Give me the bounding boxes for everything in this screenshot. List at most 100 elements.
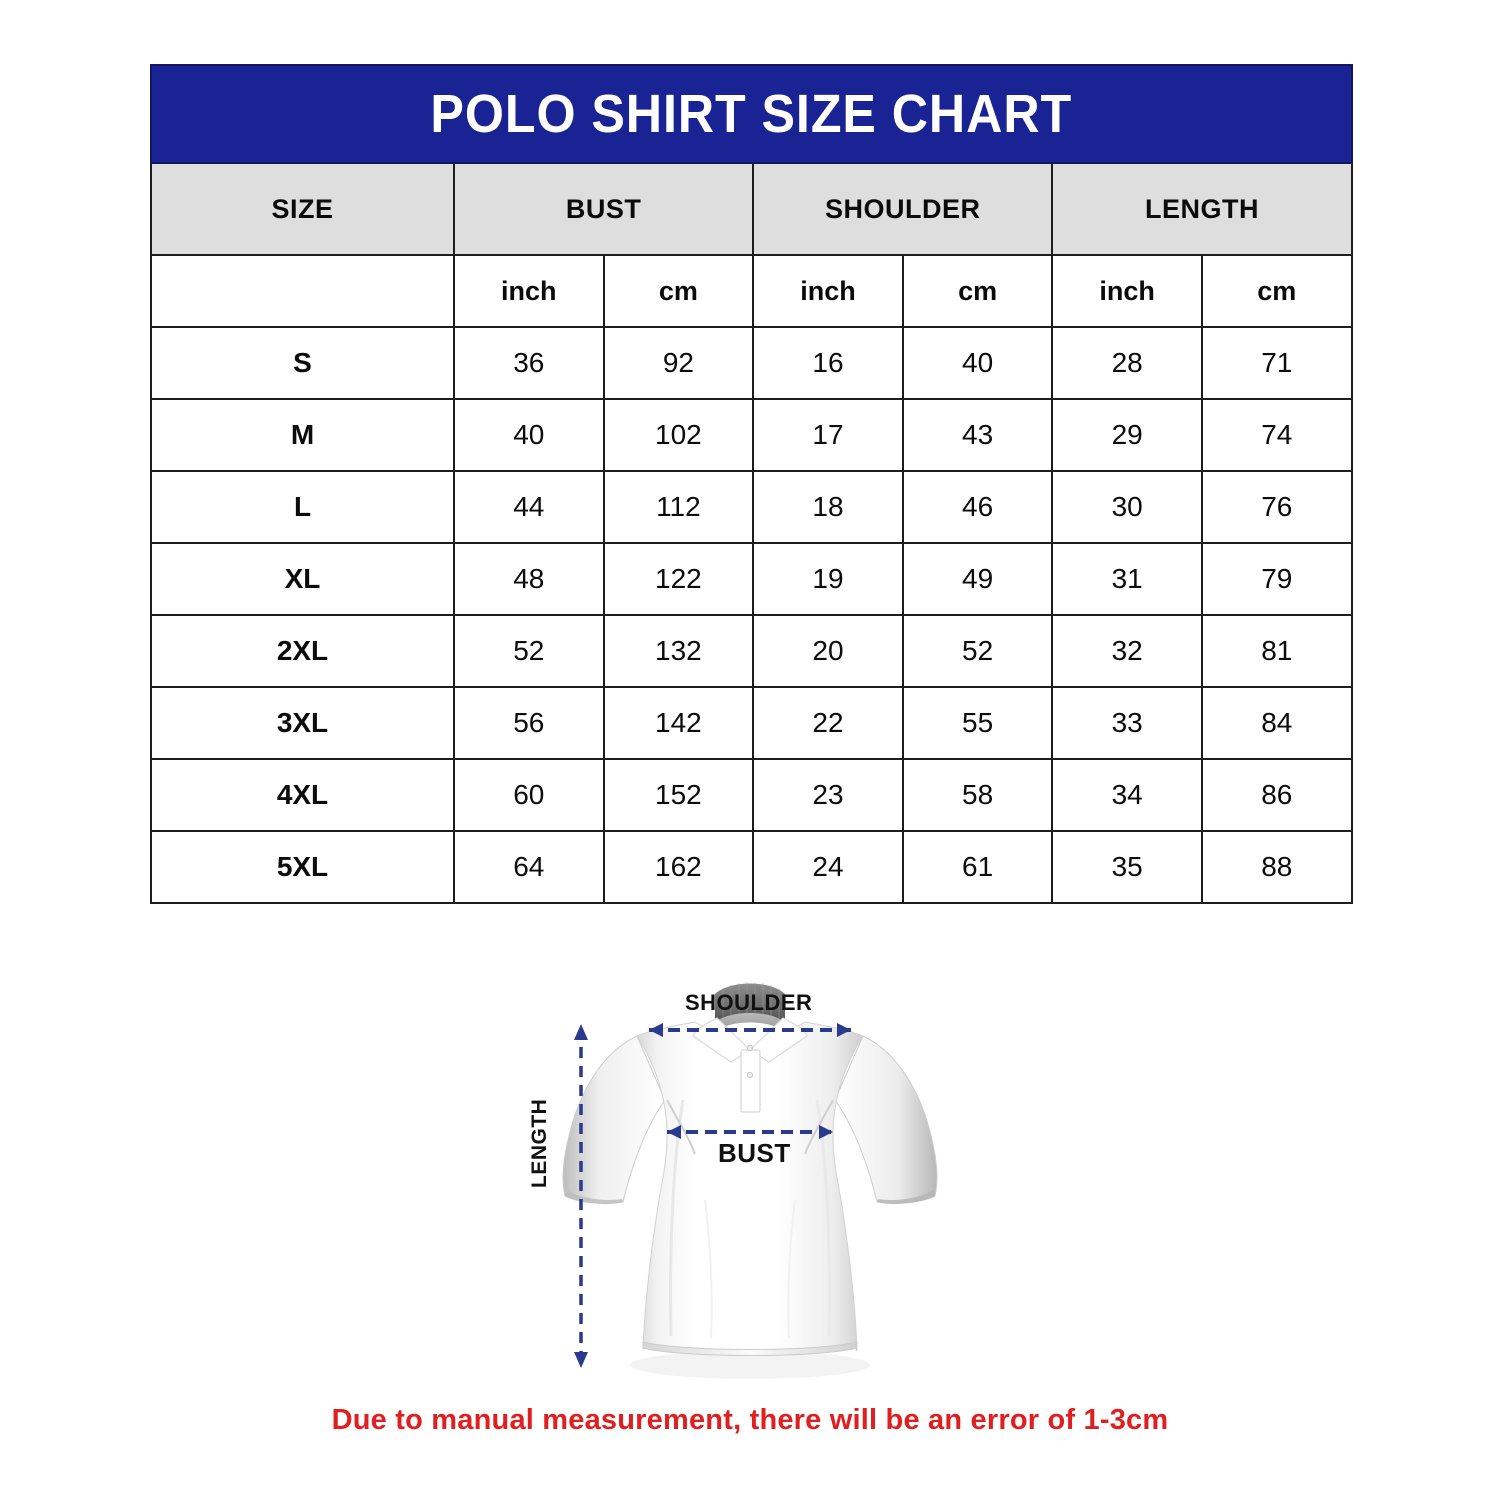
cell-bust-inch: 60 (453, 758, 605, 832)
length-label: LENGTH (528, 1098, 551, 1188)
cell-bust-cm: 142 (602, 686, 755, 760)
cell-shoulder-inch: 17 (752, 398, 904, 472)
shoulder-measure-arrow (649, 1023, 851, 1037)
shirt-armhole-left (666, 1099, 696, 1155)
cell-size: XL (150, 542, 455, 616)
shirt-right-sleeve (834, 1035, 938, 1205)
cell-shoulder-inch: 19 (752, 542, 904, 616)
cell-length-inch: 35 (1051, 830, 1203, 904)
chart-title-row: POLO SHIRT SIZE CHART (150, 64, 1353, 164)
cell-length-inch: 28 (1051, 326, 1203, 400)
unit-header-blank (150, 254, 455, 328)
cell-shoulder-cm: 46 (901, 470, 1054, 544)
group-header-shoulder: SHOULDER (752, 162, 1054, 256)
cell-shoulder-inch: 18 (752, 470, 904, 544)
cell-length-inch: 30 (1051, 470, 1203, 544)
cell-bust-cm: 112 (602, 470, 755, 544)
cell-length-cm: 86 (1200, 758, 1353, 832)
cell-bust-inch: 40 (453, 398, 605, 472)
cell-shoulder-cm: 40 (901, 326, 1054, 400)
cell-bust-cm: 92 (602, 326, 755, 400)
unit-header-length-inch: inch (1051, 254, 1203, 328)
shirt-placket (740, 1049, 761, 1113)
cell-length-inch: 29 (1051, 398, 1203, 472)
cell-length-cm: 79 (1200, 542, 1353, 616)
cell-shoulder-inch: 22 (752, 686, 904, 760)
shirt-collar-inner (715, 983, 785, 1022)
table-row: M 40 102 17 43 29 74 (150, 398, 1353, 472)
cell-size: 2XL (150, 614, 455, 688)
chart-title-cell: POLO SHIRT SIZE CHART (150, 64, 1353, 164)
cell-shoulder-cm: 43 (901, 398, 1054, 472)
unit-header-length-cm: cm (1200, 254, 1353, 328)
cell-length-cm: 88 (1200, 830, 1353, 904)
cell-shoulder-cm: 52 (901, 614, 1054, 688)
table-row: S 36 92 16 40 28 71 (150, 326, 1353, 400)
group-header-length: LENGTH (1051, 162, 1353, 256)
cell-length-cm: 81 (1200, 614, 1353, 688)
cell-size: 3XL (150, 686, 455, 760)
cell-bust-inch: 36 (453, 326, 605, 400)
cell-bust-inch: 56 (453, 686, 605, 760)
cell-size: S (150, 326, 455, 400)
cell-length-cm: 76 (1200, 470, 1353, 544)
cell-bust-inch: 44 (453, 470, 605, 544)
shirt-button-top (746, 1045, 753, 1052)
table-row: 3XL 56 142 22 55 33 84 (150, 686, 1353, 760)
cell-bust-cm: 102 (602, 398, 755, 472)
cell-size: L (150, 470, 455, 544)
polo-shirt-illustration (562, 982, 938, 1379)
unit-header-shoulder-cm: cm (901, 254, 1054, 328)
shirt-button-bottom (746, 1072, 753, 1079)
cell-shoulder-inch: 20 (752, 614, 904, 688)
cell-length-inch: 32 (1051, 614, 1203, 688)
page-title: POLO SHIRT SIZE CHART (430, 84, 1073, 144)
group-header-size: SIZE (150, 162, 455, 256)
shirt-right-cuff (877, 1190, 935, 1204)
cell-size: 5XL (150, 830, 455, 904)
size-chart-table-container: POLO SHIRT SIZE CHART SIZE BUST SHOULDER… (150, 64, 1353, 904)
shirt-hem (642, 1341, 858, 1356)
cell-shoulder-inch: 16 (752, 326, 904, 400)
cell-size: 4XL (150, 758, 455, 832)
table-row: 4XL 60 152 23 58 34 86 (150, 758, 1353, 832)
cell-shoulder-cm: 61 (901, 830, 1054, 904)
cell-bust-cm: 122 (602, 542, 755, 616)
shirt-fold-left-2 (704, 1199, 713, 1339)
measurement-disclaimer: Due to manual measurement, there will be… (331, 1404, 1169, 1436)
cell-length-inch: 31 (1051, 542, 1203, 616)
cell-length-cm: 84 (1200, 686, 1353, 760)
shirt-left-sleeve (562, 1035, 666, 1205)
cell-shoulder-cm: 58 (901, 758, 1054, 832)
bust-measure-arrow (667, 1125, 833, 1139)
table-row: 2XL 52 132 20 52 32 81 (150, 614, 1353, 688)
cell-shoulder-inch: 24 (752, 830, 904, 904)
cell-bust-cm: 152 (602, 758, 755, 832)
cell-size: M (150, 398, 455, 472)
cell-bust-inch: 64 (453, 830, 605, 904)
cell-shoulder-cm: 55 (901, 686, 1054, 760)
bust-label: BUST (718, 1138, 791, 1168)
group-header-bust: BUST (452, 162, 755, 256)
cell-bust-cm: 132 (602, 614, 755, 688)
cell-length-inch: 34 (1051, 758, 1203, 832)
shirt-shadow (630, 1351, 870, 1379)
cell-shoulder-cm: 49 (901, 542, 1054, 616)
table-row: 5XL 64 162 24 61 35 88 (150, 830, 1353, 904)
unit-header-row: inch cm inch cm inch cm (150, 254, 1353, 328)
table-row: L 44 112 18 46 30 76 (150, 470, 1353, 544)
table-row: XL 48 122 19 49 31 79 (150, 542, 1353, 616)
shirt-collar-ribbing (722, 982, 780, 1018)
unit-header-shoulder-inch: inch (752, 254, 904, 328)
cell-shoulder-inch: 23 (752, 758, 904, 832)
shirt-armhole-right (804, 1099, 834, 1155)
size-chart-table: POLO SHIRT SIZE CHART SIZE BUST SHOULDER… (150, 64, 1353, 904)
shoulder-label: SHOULDER (685, 990, 813, 1015)
cell-length-cm: 71 (1200, 326, 1353, 400)
unit-header-bust-inch: inch (453, 254, 605, 328)
cell-bust-inch: 52 (453, 614, 605, 688)
cell-length-inch: 33 (1051, 686, 1203, 760)
cell-bust-inch: 48 (453, 542, 605, 616)
garment-measurement-diagram: SHOULDER BUST LENGTH (0, 950, 1500, 1400)
